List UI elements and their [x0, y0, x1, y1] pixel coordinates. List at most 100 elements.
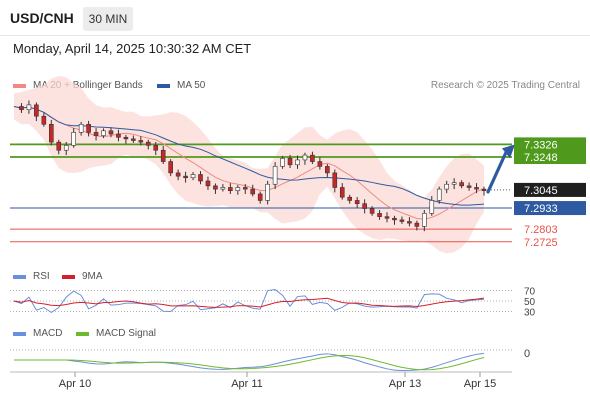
macd-line — [14, 352, 485, 372]
candle-body — [466, 185, 472, 188]
candle-body — [41, 115, 47, 125]
legend-ma50-label: MA 50 — [177, 80, 206, 91]
candle-body — [325, 166, 330, 174]
macd-signal-line — [14, 354, 485, 371]
candle-body — [228, 187, 233, 192]
candle-body — [369, 208, 375, 214]
legend-rsi-label: RSI — [33, 271, 50, 282]
timestamp: Monday, April 14, 2025 10:30:32 AM CET — [13, 41, 252, 56]
legend-macd: MACD — [13, 328, 62, 339]
legend-ma50: MA 50 — [157, 80, 205, 91]
research-credit: Research © 2025 Trading Central — [430, 80, 580, 91]
candle-body — [272, 166, 278, 185]
candle-body — [86, 124, 91, 133]
candle-body — [474, 187, 479, 190]
candle-body — [257, 193, 263, 201]
candle-body — [108, 130, 114, 135]
candle-body — [138, 140, 144, 143]
candle-body — [160, 149, 166, 162]
rsi-level-label: 30 — [524, 307, 536, 318]
x-tick-label: Apr 10 — [59, 378, 91, 390]
candle-body — [317, 161, 323, 167]
candle-body — [71, 132, 76, 146]
rsi-ma-line — [13, 297, 485, 308]
bollinger-band — [14, 75, 484, 254]
legend-ma9-label: 9MA — [82, 271, 103, 282]
legend-macd-signal: MACD Signal — [76, 328, 156, 339]
candle-body — [34, 104, 39, 117]
forecast-arrow-icon — [486, 144, 515, 194]
candle-body — [339, 187, 345, 198]
candle-body — [302, 154, 308, 161]
candle-body — [220, 187, 226, 190]
level-lines — [10, 143, 512, 243]
candle-body — [242, 187, 248, 190]
legend-macd-signal-label: MACD Signal — [96, 328, 157, 339]
candle-body — [265, 183, 270, 201]
candle-body — [422, 213, 427, 227]
header-divider — [0, 35, 590, 36]
candle-body — [347, 196, 353, 201]
candle-body — [436, 188, 442, 201]
rsi-level-label: 50 — [524, 297, 536, 308]
resistance-tag: 7.3248 — [524, 152, 558, 164]
candle-body — [407, 221, 412, 224]
support-tag: 7.2725 — [524, 237, 558, 249]
symbol-title: USD/CNH — [10, 10, 74, 26]
candle-body — [145, 141, 151, 146]
x-tick-label: Apr 11 — [231, 378, 263, 390]
candle-body — [287, 158, 293, 166]
candle-body — [213, 185, 218, 190]
candle-body — [354, 200, 360, 204]
candle-body — [190, 174, 196, 179]
candle-body — [198, 174, 203, 182]
ma50-line — [13, 105, 485, 206]
macd-zero-label: 0 — [524, 348, 530, 360]
candle-body — [131, 138, 136, 141]
current-price-tag: 7.3045 — [524, 185, 558, 197]
candle-body — [310, 154, 315, 162]
pivot-tag: 7.2933 — [524, 203, 558, 215]
candle-body — [399, 219, 405, 222]
resistance-tag-bg — [514, 137, 586, 152]
current-price-tag-bg — [514, 182, 586, 197]
top-bar: USD/CNH 30 MIN — [0, 0, 590, 36]
moving-averages — [13, 105, 485, 220]
candle-body — [78, 124, 84, 133]
candle-body — [93, 132, 99, 136]
pivot-tag-bg — [514, 201, 586, 216]
candle-body — [481, 188, 487, 192]
candle-body — [56, 141, 62, 151]
candle-body — [377, 213, 382, 217]
candle-body — [205, 180, 211, 187]
legend-rsi: RSI — [13, 271, 50, 282]
timeframe-button[interactable]: 30 MIN — [83, 7, 133, 31]
candle-body — [101, 130, 106, 136]
candle-body — [183, 175, 188, 179]
legend-macd-label: MACD — [33, 328, 63, 339]
candles — [19, 100, 487, 232]
candle-body — [26, 104, 32, 111]
macd-panel: 0 — [10, 348, 530, 372]
candle-body — [250, 188, 256, 195]
ma20-swatch — [13, 83, 26, 88]
legend-ma9: 9MA — [62, 271, 103, 282]
candle-body — [429, 200, 435, 214]
candle-body — [362, 203, 367, 209]
candle-body — [444, 183, 449, 190]
candle-body — [153, 145, 159, 151]
candle-body — [295, 159, 300, 166]
candle-body — [414, 222, 420, 227]
candle-body — [235, 187, 241, 192]
legend-ma20-label: MA 20 + Bollinger Bands — [33, 80, 143, 91]
candle-body — [49, 124, 54, 143]
rsi-swatch — [13, 274, 26, 279]
candle-body — [280, 158, 285, 167]
candle-body — [175, 172, 181, 177]
support-tag: 7.2803 — [524, 224, 558, 236]
candle-body — [19, 106, 24, 111]
forecast-arrow-head — [502, 144, 515, 159]
candle-body — [459, 182, 464, 187]
